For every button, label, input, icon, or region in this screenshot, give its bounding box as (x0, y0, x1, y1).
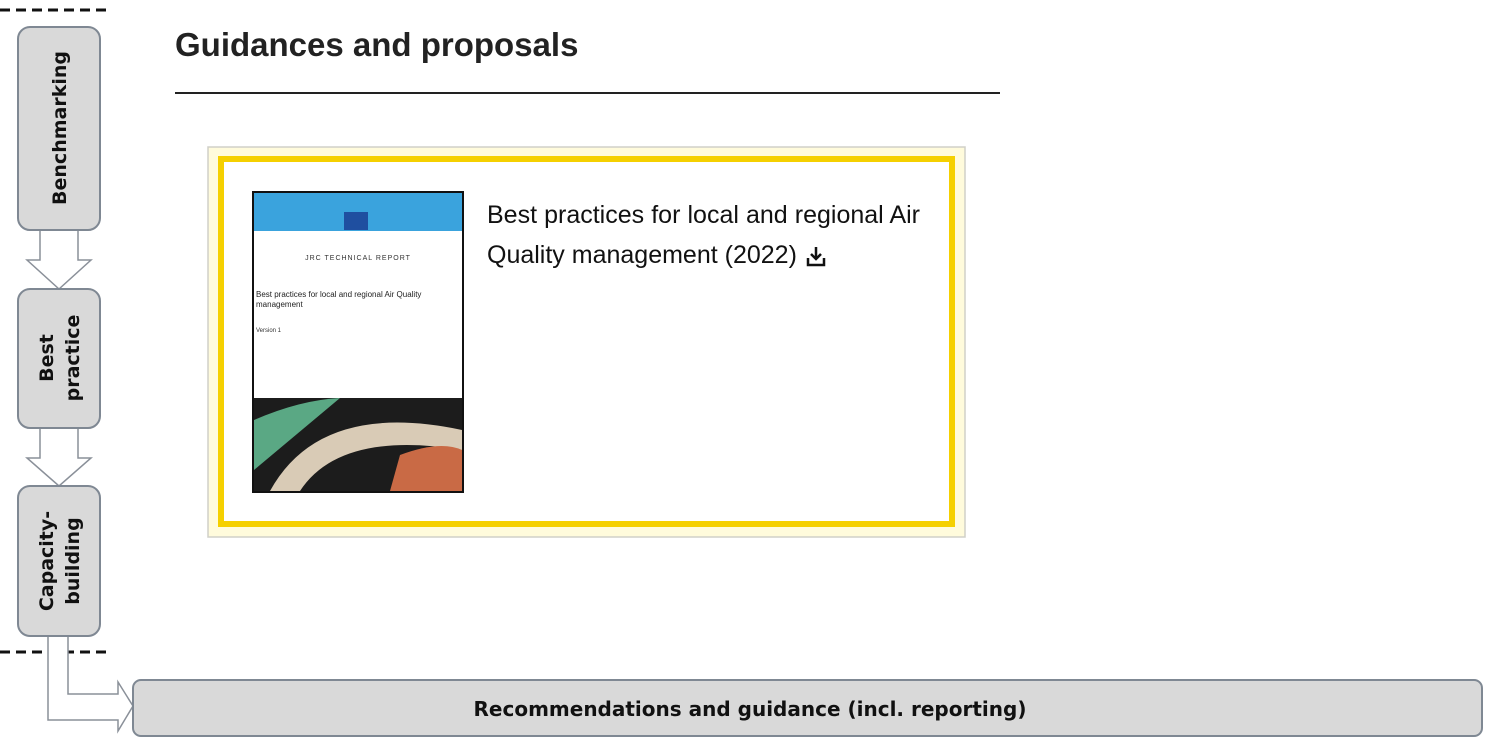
eu-flag (344, 212, 368, 230)
document-link[interactable]: Best practices for local and regional Ai… (487, 201, 920, 269)
step-label: building (62, 517, 84, 604)
step-label: practice (62, 315, 84, 402)
cover-image[interactable]: JRC TECHNICAL REPORT Best practices for … (253, 192, 463, 492)
step-box (18, 289, 100, 428)
card-text: Best practices for local and regional Ai… (487, 195, 920, 275)
page: Benchmarking Best practice Capacity- bui… (0, 0, 1486, 737)
canvas: Benchmarking Best practice Capacity- bui… (0, 0, 1486, 737)
arrow (27, 230, 91, 289)
step-box (18, 486, 100, 636)
arrow (27, 428, 91, 486)
arrow (48, 636, 133, 731)
cover-title: Best practices for local and regional Ai… (256, 290, 446, 310)
cover-series: JRC TECHNICAL REPORT (305, 255, 411, 262)
cover-version: Version 1 (256, 328, 282, 334)
footer-label: Recommendations and guidance (incl. repo… (474, 697, 1027, 721)
download-icon[interactable] (805, 245, 827, 267)
step-label: Benchmarking (49, 51, 71, 205)
page-title: Guidances and proposals (175, 26, 578, 64)
step-label: Best (36, 334, 58, 382)
cover-title-box: Best practices for local and regional Ai… (256, 290, 446, 340)
step-label: Capacity- (36, 511, 58, 611)
